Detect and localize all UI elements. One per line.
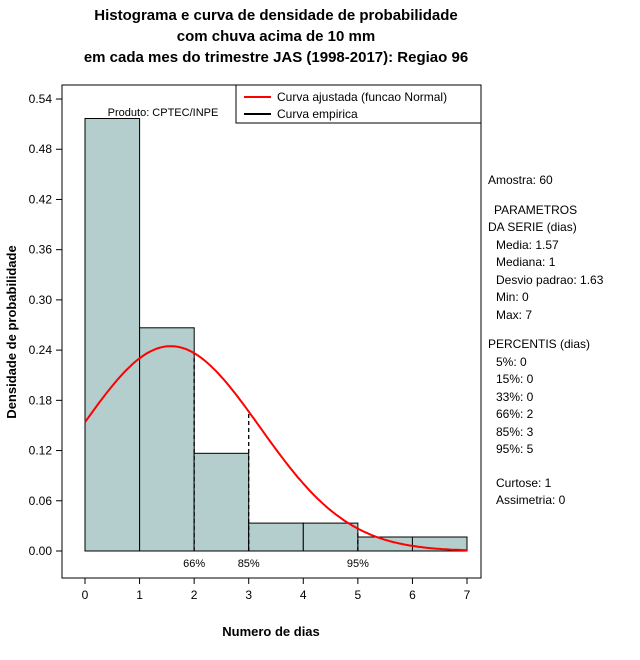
y-axis-label: Densidade de probabilidade [4,245,19,418]
y-tick-label: 0.00 [29,544,53,558]
percentile-label: 95% [347,558,369,570]
curtose-label: Curtose: 1 [496,475,552,490]
param-min: Min: 0 [496,290,529,304]
y-tick-label: 0.18 [29,393,53,407]
percentil-5: 5%: 0 [496,354,527,369]
percentil-33: 33%: 0 [496,389,534,404]
sample-size-label: Amostra: 60 [488,173,553,187]
y-tick-label: 0.36 [29,243,53,257]
percentile-label: 85% [238,558,260,570]
y-tick-label: 0.48 [29,142,53,156]
parametros-header-line1: PARAMETROS [494,202,578,217]
param-media: Media: 1.57 [496,237,559,252]
percentile-label: 66% [183,558,205,570]
percentil-66: 66%: 2 [496,407,534,421]
stats-panel: Amostra: 60 PARAMETROS DA SERIE (dias) M… [488,172,640,510]
param-max: Max: 7 [496,307,533,322]
x-tick-label: 7 [464,588,471,602]
y-tick-label: 0.12 [29,444,53,458]
assimetria-label: Assimetria: 0 [496,493,566,507]
x-tick-label: 6 [409,588,416,602]
percentil-95: 95%: 5 [496,442,534,456]
param-desvio-padrao: Desvio padrao: 1.63 [496,272,604,287]
chart-title-line2: com chuva acima de 10 mm [176,28,376,45]
param-mediana: Mediana: 1 [496,255,556,269]
parametros-header-line2: DA SERIE (dias) [488,220,577,234]
chart-title-line1: Histograma e curva de densidade de proba… [94,7,458,24]
y-tick-label: 0.30 [29,293,53,307]
annotation-produto: Produto: CPTEC/INPE [108,107,219,119]
y-tick-label: 0.24 [29,343,53,357]
x-tick-label: 4 [300,588,307,602]
chart-title-line3: em cada mes do trimestre JAS (1998-2017)… [83,49,469,66]
histogram-bar [84,118,141,552]
x-tick-label: 1 [136,588,143,602]
y-tick-label: 0.06 [29,494,53,508]
y-tick-label: 0.54 [29,92,53,106]
histogram-bar [302,522,359,552]
legend-label: Curva empirica [277,107,358,121]
x-tick-label: 0 [82,588,89,602]
legend-label: Curva ajustada (funcao Normal) [277,90,447,104]
legend-box [235,84,482,124]
percentil-15: 15%: 0 [496,372,534,386]
x-tick-label: 5 [355,588,362,602]
x-axis-label: Numero de dias [222,624,320,639]
percentil-85: 85%: 3 [496,424,534,439]
histogram-bar [248,522,304,552]
y-tick-label: 0.42 [29,192,53,206]
chart-title: Histograma e curva de densidade de proba… [0,5,552,68]
histogram-density-chart: 0 1 2 3 4 5 6 7 0.00 0.06 0.12 0.18 0.24 0.30 0.36 0.42… [4,84,482,639]
histogram-bar [139,327,195,552]
fitted-normal-curve [84,345,468,552]
histogram-bar [193,452,250,552]
x-tick-label: 3 [245,588,252,602]
x-tick-label: 2 [191,588,198,602]
percentis-header: PERCENTIS (dias) [488,337,591,351]
